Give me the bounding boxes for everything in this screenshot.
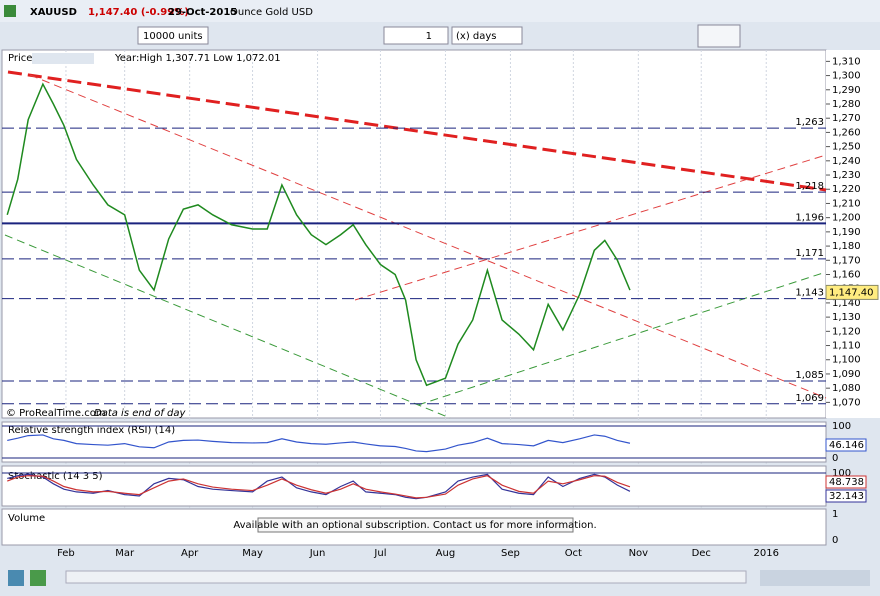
y-tick-label: 1,170 [832,255,861,266]
y-tick-label: 1,300 [832,71,861,82]
value-tag [825,489,867,503]
y-tick-label: 1,070 [832,397,861,408]
indicator-line [7,475,631,499]
app-icon [4,5,16,17]
level-label: 1,263 [795,117,824,128]
x-tick-label: Sep [501,548,520,559]
y-tick-label: 1,240 [832,156,861,167]
period-select[interactable] [451,26,523,45]
y-tick-label: 1,190 [832,227,861,238]
stochastic-panel [1,465,827,507]
period-value: 1 [426,31,432,42]
rsi-title: Relative strength index (RSI) (14) [8,425,175,436]
x-tick-label: Jun [309,548,326,559]
x-tick-label: May [242,548,263,559]
y-tick-label: 1,260 [832,127,861,138]
x-tick-label: Feb [57,548,75,559]
level-label: 1,171 [795,248,824,259]
y-tick-label: 1,180 [832,241,861,252]
y-tick-label: 1,120 [832,326,861,337]
panel-tools[interactable] [32,53,94,64]
y-tick-label: 0 [832,453,838,464]
y-tick-label: 1 [832,509,838,520]
x-tick-label: Mar [115,548,135,559]
y-tick-label: 1,100 [832,355,861,366]
volume-title: Volume [8,513,45,524]
period-input[interactable] [383,26,449,45]
value-tag [825,475,867,489]
note: Data is end of day [94,408,187,419]
value-tag-label: 32.143 [829,491,864,502]
trend-line [354,154,827,301]
y-tick-label: 1,130 [832,312,861,323]
y-tick-label: 1,280 [832,99,861,110]
stochastic-title: Stochastic (14 3 5) [8,471,103,482]
y-tick-label: 100 [832,468,851,479]
x-tick-label: Jul [373,548,386,559]
title-bar [0,0,880,22]
last-price-tag [825,284,879,300]
y-tick-label: 1,220 [832,184,861,195]
trend-line [417,271,827,406]
trend-line [29,74,827,399]
chart-type-button[interactable] [697,24,741,48]
y-tick-label: 1,160 [832,269,861,280]
x-tick-label: Oct [565,548,582,559]
last-price-label: 1,147.40 [829,287,874,298]
y-tick-label: 1,290 [832,85,861,96]
y-tick-label: 0 [832,535,838,546]
y-tick-label: 1,270 [832,113,861,124]
trend-line [4,234,451,419]
y-tick-label: 1,080 [832,383,861,394]
volume-message: Available with an optional subscription.… [233,520,596,531]
y-tick-label: 1,200 [832,213,861,224]
tool-button[interactable] [8,570,24,586]
y-tick-label: 1,140 [832,298,861,309]
x-tick-label: Nov [629,548,649,559]
description: Ounce Gold USD [230,7,313,18]
x-tick-label: Apr [181,548,199,559]
price-panel [1,49,827,419]
level-label: 1,196 [795,212,824,223]
symbol: XAUUSD [30,7,77,18]
price-axis [826,50,880,418]
level-label: 1,069 [795,393,824,404]
message-box [257,517,574,533]
y-tick-label: 1,090 [832,369,861,380]
scrollbar[interactable] [65,570,747,584]
trend-lines [4,70,827,419]
period-unit: (x) days [456,31,497,42]
x-tick-label: Dec [692,548,711,559]
y-tick-label: 1,250 [832,142,861,153]
tool-button[interactable] [30,570,46,586]
y-tick-label: 1,310 [832,56,861,67]
y-tick-label: 1,230 [832,170,861,181]
date: 29-Oct-2015 [168,7,237,18]
level-label: 1,085 [795,370,824,381]
panel-title: Price [8,53,32,64]
y-tick-label: 100 [832,421,851,432]
x-tick-label: Aug [436,548,456,559]
level-label: 1,218 [795,181,824,192]
quantity: 10000 units [143,31,203,42]
zoom-tools[interactable] [760,570,870,586]
x-tick-label: 2016 [754,548,779,559]
price-line [6,82,631,387]
quantity-select[interactable] [137,26,209,45]
level-label: 1,143 [795,288,824,299]
quote: 1,147.40 (-0.99%) [88,7,189,18]
value-tag [825,438,867,452]
panel-info: Year:High 1,307.71 Low 1,072.01 [114,53,281,64]
value-tag-label: 48.738 [829,477,864,488]
value-tag-label: 46.146 [829,440,864,451]
y-tick-label: 1,110 [832,341,861,352]
indicator-line [7,473,631,500]
y-tick-label: 1,210 [832,198,861,209]
indicator-line [7,434,631,453]
rsi-panel [1,421,827,463]
copyright: © ProRealTime.com [6,408,106,419]
trend-line [7,70,827,192]
